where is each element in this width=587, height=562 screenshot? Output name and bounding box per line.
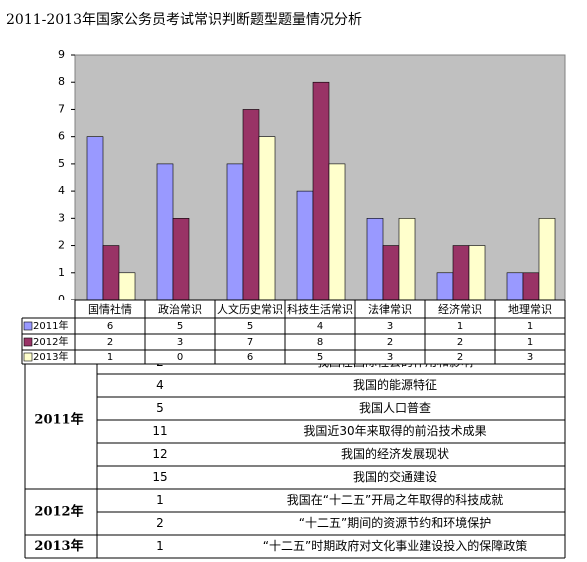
table-number: 11 (152, 424, 167, 438)
bar (522, 272, 540, 301)
bar (118, 272, 136, 301)
data-table-value: 4 (317, 321, 323, 332)
data-table-value: 3 (387, 352, 393, 363)
data-table-value: 6 (107, 321, 113, 332)
data-table-value: 6 (247, 352, 253, 363)
bar (328, 163, 346, 301)
bar (382, 245, 400, 301)
data-table-value: 5 (317, 352, 323, 363)
bar (506, 272, 524, 301)
legend-swatch (23, 352, 33, 362)
table-topic: 我国的交通建设 (353, 469, 437, 484)
table-topic: 我国人口普查 (359, 401, 431, 415)
data-table-value: 1 (527, 337, 533, 348)
data-table-value: 1 (107, 352, 113, 363)
y-tick-label: 8 (58, 75, 65, 88)
table-topic: 我国的能源特征 (353, 377, 437, 392)
bar (538, 218, 556, 301)
table-topic: “十二五”时期政府对文化事业建设投入的保障政策 (263, 538, 527, 553)
table-number: 12 (152, 447, 167, 461)
x-tick-label: 经济常识 (438, 302, 482, 316)
bar (86, 136, 104, 301)
y-tick-label: 6 (58, 130, 65, 143)
legend-label: 2013年 (33, 350, 68, 363)
data-table-value: 3 (527, 352, 533, 363)
table-number: 5 (156, 401, 164, 415)
table-number: 1 (156, 539, 164, 553)
x-tick-label: 政治常识 (158, 302, 202, 316)
table-year: 2012年 (34, 504, 83, 520)
data-table-value: 2 (107, 337, 113, 348)
legend-label: 2012年 (33, 335, 68, 348)
x-tick-label: 法律常识 (368, 302, 412, 316)
legend-swatch (23, 337, 33, 347)
y-tick-label: 0 (58, 293, 65, 306)
table-topic: “十二五”期间的资源节约和环境保护 (299, 515, 491, 530)
bar (242, 109, 260, 301)
bar (226, 163, 244, 301)
data-table-value: 1 (527, 321, 533, 332)
table-number: 15 (152, 470, 167, 484)
legend-label: 2011年 (33, 319, 68, 332)
bar (366, 218, 384, 301)
bar (436, 272, 454, 301)
table-number: 2 (156, 355, 164, 369)
bar (156, 163, 174, 301)
data-table-value: 0 (177, 352, 183, 363)
data-table-value: 2 (457, 337, 463, 348)
data-table-value: 5 (247, 321, 253, 332)
data-table-value: 5 (177, 321, 183, 332)
data-table-value: 8 (317, 337, 323, 348)
table-topic: 我国近30年来取得的前沿技术成果 (303, 423, 486, 438)
y-tick-label: 1 (58, 266, 65, 279)
data-table-value: 3 (177, 337, 183, 348)
bar (296, 190, 314, 301)
bar (452, 245, 470, 301)
x-tick-label: 地理常识 (508, 303, 552, 316)
y-tick-label: 5 (58, 157, 65, 170)
legend-swatch (23, 321, 33, 331)
x-tick-label: 科技生活常识 (287, 302, 353, 316)
table-number: 2 (156, 516, 164, 530)
table-topic: 我国在“十二五”开局之年取得的科技成就 (287, 492, 503, 507)
table-year: 2011年 (34, 412, 83, 428)
table-number: 1 (156, 493, 164, 507)
y-tick-label: 2 (58, 239, 65, 252)
y-tick-label: 9 (58, 48, 65, 61)
x-tick-label: 国情社情 (88, 302, 132, 316)
bar (312, 81, 330, 301)
bar (258, 136, 276, 301)
y-tick-label: 4 (58, 184, 65, 197)
detail-table: 2我国在国际社会的作用和影响4我国的能源特征5我国人口普查11我国近30年来取得… (24, 354, 566, 559)
y-tick-label: 3 (58, 211, 65, 224)
table-topic: 我国的经济发展现状 (341, 446, 449, 461)
data-table-bg (22, 300, 565, 364)
bar (102, 245, 120, 301)
data-table-value: 1 (457, 321, 463, 332)
data-table-value: 3 (387, 321, 393, 332)
bar (398, 218, 416, 301)
table-topic: 我国在国际社会的作用和影响 (317, 354, 473, 369)
bar (172, 218, 190, 301)
data-table-value: 7 (247, 337, 253, 348)
bar (468, 245, 486, 301)
chart-title: 2011-2013年国家公务员考试常识判断题型题量情况分析 (6, 11, 362, 28)
table-year: 2013年 (34, 538, 83, 554)
data-table-value: 2 (387, 337, 393, 348)
table-number: 4 (156, 378, 164, 392)
y-tick-label: 7 (58, 102, 65, 115)
data-table-value: 2 (457, 352, 463, 363)
x-tick-label: 人文历史常识 (217, 302, 283, 316)
